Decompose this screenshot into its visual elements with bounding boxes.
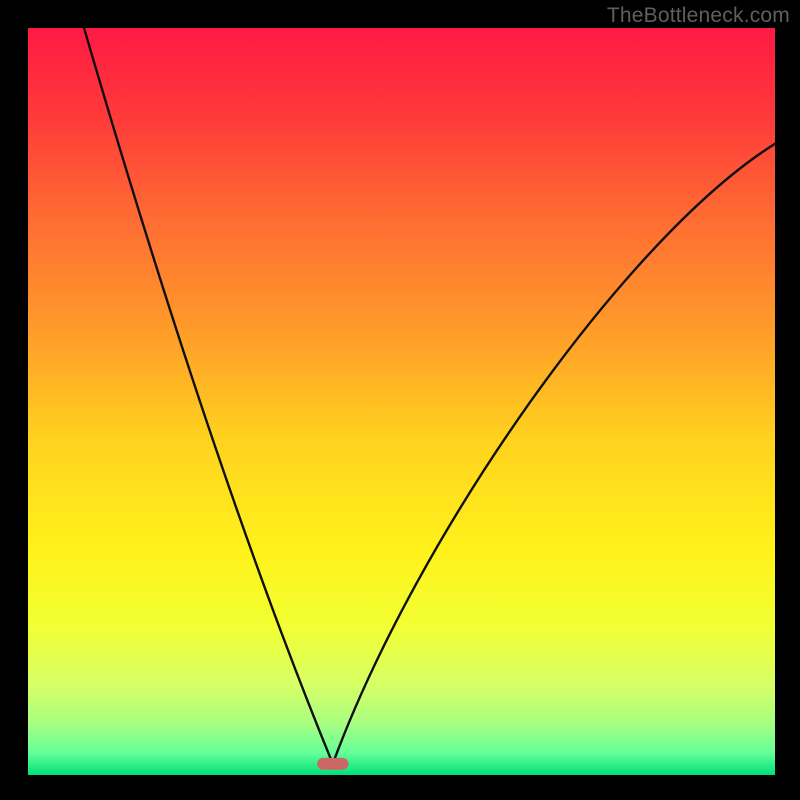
watermark-text: TheBottleneck.com bbox=[607, 4, 790, 28]
chart-svg bbox=[28, 28, 775, 775]
chart-container: TheBottleneck.com bbox=[0, 0, 800, 800]
gradient-background bbox=[28, 28, 775, 775]
notch-marker bbox=[317, 758, 348, 770]
plot-area bbox=[28, 28, 775, 775]
